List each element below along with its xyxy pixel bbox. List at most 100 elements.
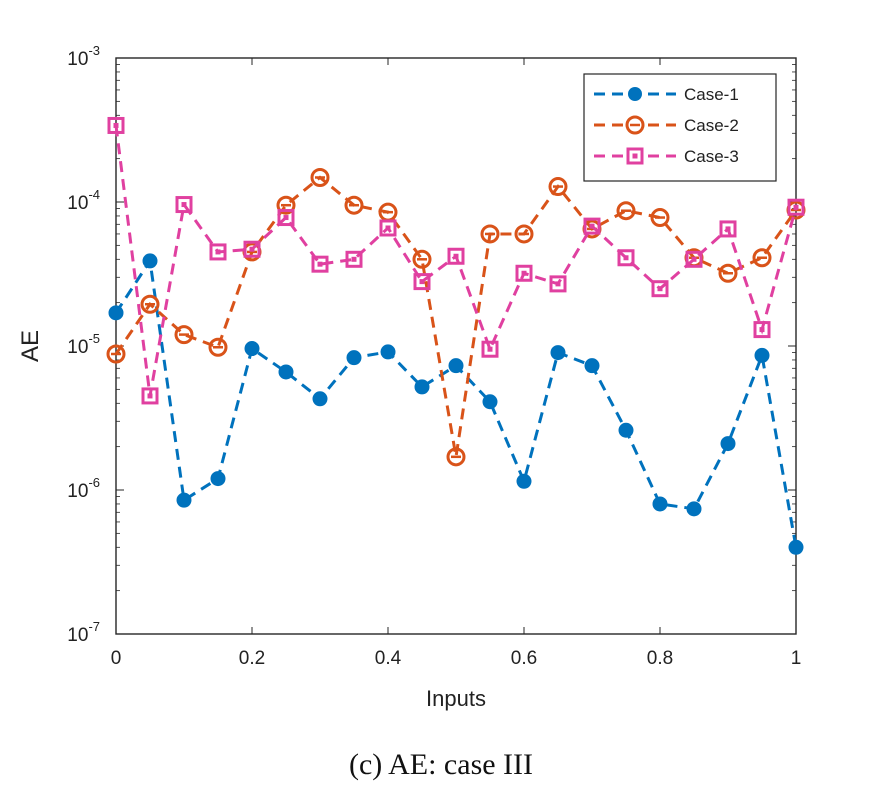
data-point-case-3 — [175, 196, 193, 214]
data-point-case-3-center — [759, 327, 765, 333]
data-point-case-1 — [652, 496, 668, 512]
data-point-case-3 — [243, 240, 261, 258]
data-point-case-3-center — [589, 223, 595, 229]
data-point-case-3-center — [283, 215, 289, 221]
data-point-case-1 — [414, 379, 430, 395]
data-point-case-1 — [108, 305, 124, 321]
legend-label-case-1: Case-1 — [684, 85, 739, 104]
data-point-case-2 — [276, 195, 296, 215]
data-point-case-1 — [448, 358, 464, 374]
data-point-case-1 — [210, 471, 226, 487]
data-point-case-1 — [312, 391, 328, 407]
data-point-case-3-center — [317, 261, 323, 267]
data-point-case-3-center — [453, 253, 459, 259]
data-point-case-3 — [515, 264, 533, 282]
data-point-case-3 — [787, 198, 805, 216]
data-point-case-2 — [412, 249, 432, 269]
data-point-case-1 — [584, 358, 600, 374]
y-tick-exponent: -3 — [88, 43, 100, 58]
legend-label-case-2: Case-2 — [684, 116, 739, 135]
data-point-case-3-center — [351, 256, 357, 262]
data-point-case-3 — [617, 249, 635, 267]
data-point-case-1 — [346, 350, 362, 366]
y-tick-base: 10 — [67, 193, 88, 214]
data-point-case-3 — [481, 340, 499, 358]
data-point-case-3-center — [623, 255, 629, 261]
x-tick-label: 0 — [111, 648, 122, 669]
data-point-case-3 — [447, 247, 465, 265]
data-point-case-3 — [209, 243, 227, 261]
x-axis-label: Inputs — [426, 686, 486, 711]
x-tick-label: 0.8 — [647, 648, 673, 669]
data-point-case-3 — [379, 219, 397, 237]
data-point-case-2 — [208, 337, 228, 357]
data-point-case-1 — [686, 501, 702, 517]
data-point-case-2 — [344, 195, 364, 215]
data-point-case-2 — [616, 201, 636, 221]
data-point-case-2 — [174, 325, 194, 345]
data-point-case-3-center — [113, 122, 119, 128]
x-tick-label: 1 — [791, 648, 802, 669]
data-point-case-2 — [106, 344, 126, 364]
data-point-case-3-center — [215, 249, 221, 255]
data-point-case-3 — [107, 116, 125, 134]
data-point-case-2 — [480, 224, 500, 244]
data-point-case-3-center — [419, 279, 425, 285]
data-point-case-3 — [753, 321, 771, 339]
data-point-case-3-center — [521, 270, 527, 276]
y-tick-label: 10-6 — [67, 475, 100, 502]
data-point-case-3-center — [555, 281, 561, 287]
data-point-case-1 — [550, 345, 566, 361]
y-tick-base: 10 — [67, 337, 88, 358]
y-tick-exponent: -7 — [88, 619, 100, 634]
data-point-case-2 — [310, 167, 330, 187]
data-point-case-3-center — [385, 225, 391, 231]
data-point-case-2 — [446, 447, 466, 467]
data-point-case-1 — [788, 539, 804, 555]
data-point-case-1 — [516, 473, 532, 489]
legend-marker-case-3-center — [632, 153, 638, 159]
data-point-case-3-center — [487, 346, 493, 352]
y-tick-exponent: -6 — [88, 475, 100, 490]
y-tick-base: 10 — [67, 49, 88, 70]
y-tick-label: 10-3 — [67, 43, 100, 70]
data-point-case-1 — [720, 436, 736, 452]
series-line-2 — [114, 175, 798, 458]
data-point-case-3-center — [181, 202, 187, 208]
data-point-case-3-center — [249, 246, 255, 252]
legend-label-case-3: Case-3 — [684, 147, 739, 166]
data-point-case-1 — [754, 347, 770, 363]
data-point-case-2 — [140, 294, 160, 314]
data-point-case-3 — [277, 209, 295, 227]
data-point-case-3 — [141, 387, 159, 405]
y-tick-label: 10-7 — [67, 619, 100, 646]
data-point-case-2 — [548, 177, 568, 197]
data-point-case-3-center — [657, 286, 663, 292]
chart: 0 0.2 0.4 0.6 0.8 110-710-610-510-410-3Inputs… — [17, 43, 806, 711]
data-point-case-3-center — [147, 393, 153, 399]
data-point-case-1 — [618, 422, 634, 438]
data-point-case-1 — [176, 492, 192, 508]
legend-box — [583, 73, 777, 182]
data-point-case-3-center — [725, 226, 731, 232]
figure-caption: (c) AE: case III — [348, 748, 534, 781]
data-point-case-3 — [413, 273, 431, 291]
y-tick-label: 10-4 — [67, 187, 100, 214]
y-tick-exponent: -4 — [88, 187, 100, 202]
data-point-case-2 — [514, 224, 534, 244]
data-point-case-3 — [311, 255, 329, 273]
data-point-case-3-center — [793, 204, 799, 210]
data-point-case-3 — [651, 280, 669, 298]
data-point-case-2 — [752, 248, 772, 268]
legend-marker-case-1 — [628, 87, 642, 101]
y-axis-label: AE — [17, 330, 44, 362]
data-point-case-3-center — [691, 256, 697, 262]
data-point-case-1 — [380, 344, 396, 360]
data-point-case-3 — [583, 217, 601, 235]
data-point-case-1 — [244, 341, 260, 357]
data-point-case-1 — [278, 364, 294, 380]
y-tick-exponent: -5 — [88, 331, 100, 346]
data-point-case-1 — [482, 394, 498, 410]
data-point-case-1 — [142, 253, 158, 269]
x-tick-label: 0.2 — [239, 648, 265, 669]
